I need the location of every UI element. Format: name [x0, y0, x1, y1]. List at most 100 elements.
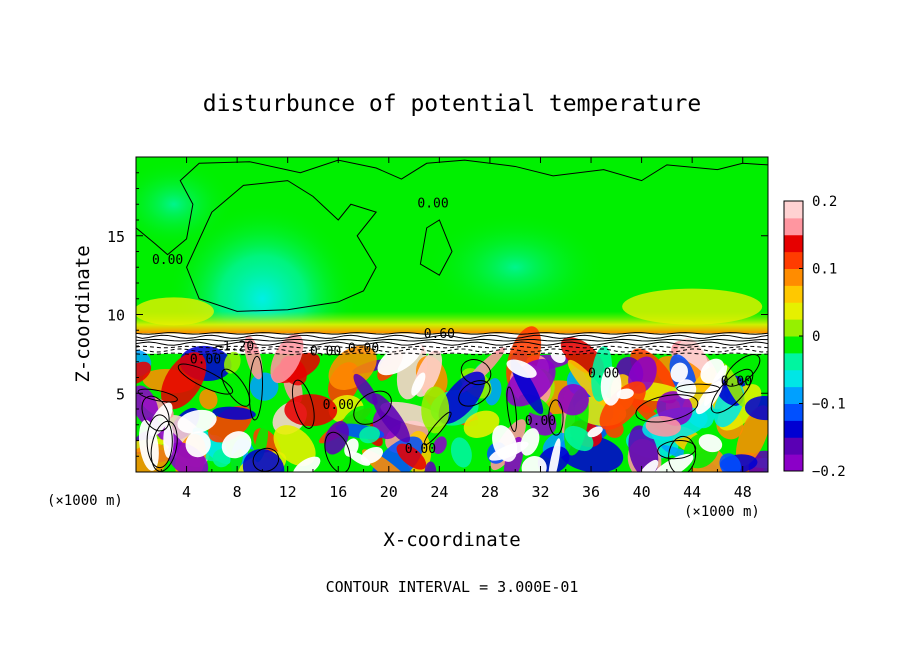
contour-loop — [353, 390, 392, 425]
x-axis-label: X-coordinate — [383, 529, 520, 551]
field-blob — [411, 372, 426, 396]
field-blob — [138, 419, 159, 471]
field-blob — [463, 410, 500, 438]
contour-loop — [248, 355, 264, 421]
colorbar-swatch — [784, 403, 803, 421]
y-axis-label: Z-coordinate — [72, 245, 94, 382]
contour-loop — [324, 431, 351, 472]
x-tick-label: 48 — [734, 483, 752, 501]
field-blob — [136, 385, 159, 427]
cool-patch — [425, 212, 606, 323]
field-blob — [199, 388, 218, 410]
x-tick-label: 4 — [182, 483, 191, 501]
contour-label: 0.00 — [588, 367, 619, 382]
field-blob — [328, 345, 377, 391]
x-tick-label: 20 — [380, 483, 398, 501]
field-blob — [719, 453, 742, 472]
contour-loop — [548, 399, 564, 436]
field-blob — [557, 384, 589, 416]
contour-label: 0.00 — [405, 442, 436, 457]
contour-interval-note: CONTOUR INTERVAL = 3.000E-01 — [326, 578, 579, 596]
lower-layer-blobs — [136, 326, 768, 472]
colorbar-tick-label: 0 — [812, 329, 820, 345]
x-tick-label: 16 — [329, 483, 347, 501]
field-blob — [421, 386, 450, 434]
field-blob — [748, 450, 768, 472]
field-blob — [695, 380, 723, 415]
colorbar: 0.2 0.1 0 −0.1 −0.2 — [783, 194, 846, 480]
field-blob — [372, 393, 411, 443]
field-blob — [324, 421, 349, 455]
field-blob — [744, 395, 768, 421]
y-tick-label: 15 — [107, 228, 125, 246]
x-tick-label: 32 — [531, 483, 549, 501]
field-blob — [433, 436, 447, 454]
contour-label: 0.00 — [152, 253, 183, 268]
field-blob — [249, 372, 279, 401]
colorbar-swatch — [784, 302, 803, 320]
field-blob — [698, 434, 723, 453]
contour-lines — [136, 159, 768, 472]
field-blob — [645, 416, 681, 437]
contour-loop — [635, 394, 699, 423]
x-unit-right: (×1000 m) — [684, 504, 760, 520]
contour-interface — [136, 338, 768, 342]
field-blob — [450, 437, 472, 468]
field-blob — [599, 381, 646, 430]
field-blob — [550, 349, 566, 363]
contour-loop — [221, 368, 251, 407]
field-blob — [520, 428, 540, 456]
field-blob — [651, 453, 694, 472]
warm-patch — [136, 297, 214, 326]
contour-label: 0.60 — [424, 327, 455, 342]
cool-patch — [136, 159, 234, 250]
warm-band — [136, 311, 768, 334]
chart-title: disturbunce of potential temperature — [203, 91, 702, 117]
contour-zero-top — [136, 159, 768, 256]
field-blob — [148, 402, 173, 437]
field-blob — [353, 373, 378, 405]
colorbar-tick-label: 0.1 — [812, 262, 837, 278]
colorbar-tick-label: −0.1 — [812, 397, 846, 413]
field-blob — [284, 394, 338, 427]
x-unit-left: (×1000 m) — [47, 493, 123, 509]
contour-label: 0.00 — [525, 414, 556, 429]
contour-loop — [668, 435, 697, 472]
contour-labels: 0.000.000.60−1.20 0.000.000.000.000.000.0… — [152, 196, 752, 457]
colorbar-swatch — [784, 251, 803, 269]
contour-label: 0.00 — [721, 374, 752, 389]
field-blob — [212, 406, 256, 420]
field-blob — [564, 425, 594, 452]
y-tick-label: 5 — [116, 385, 125, 403]
colorbar-swatch — [784, 268, 803, 286]
field-blob — [377, 341, 422, 376]
contour-loop — [146, 414, 173, 469]
contour-loop — [137, 388, 178, 403]
y-tick-label: 10 — [107, 307, 125, 325]
contour-label: 0.00 — [348, 341, 379, 356]
contour-label: 0.00 — [417, 196, 448, 211]
contour-interface — [136, 341, 768, 346]
field-blob — [244, 335, 263, 380]
contour-interface — [136, 352, 768, 356]
contour-interface — [136, 332, 768, 335]
contour-interface — [136, 348, 768, 353]
contour-loop — [460, 359, 492, 386]
colorbar-swatch — [784, 217, 803, 236]
colorbar-swatch — [784, 201, 803, 219]
field-blob — [735, 405, 768, 467]
colorbar-swatch — [784, 285, 803, 303]
contour-loop — [458, 380, 491, 407]
contour-label: 0.00 — [190, 352, 221, 367]
contour-cool-loop — [419, 219, 453, 276]
contour-loop — [141, 395, 170, 432]
contour-loop — [657, 440, 697, 460]
colorbar-swatch — [784, 352, 803, 371]
contour-loop — [724, 354, 761, 387]
contour-interface — [136, 334, 768, 339]
field-blob — [221, 431, 252, 459]
colorbar-swatch — [784, 319, 803, 337]
colorbar-tick-label: 0.2 — [812, 194, 837, 210]
